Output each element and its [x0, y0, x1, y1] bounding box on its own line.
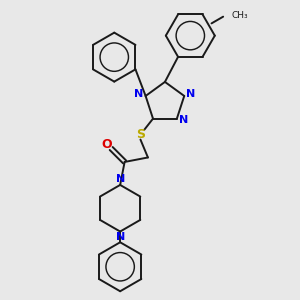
Text: S: S — [136, 128, 145, 141]
Text: CH₃: CH₃ — [232, 11, 248, 20]
Text: O: O — [101, 137, 112, 151]
Text: N: N — [179, 115, 188, 125]
Text: N: N — [186, 89, 195, 100]
Text: N: N — [134, 89, 144, 100]
Text: N: N — [116, 232, 125, 242]
Text: N: N — [116, 174, 125, 184]
